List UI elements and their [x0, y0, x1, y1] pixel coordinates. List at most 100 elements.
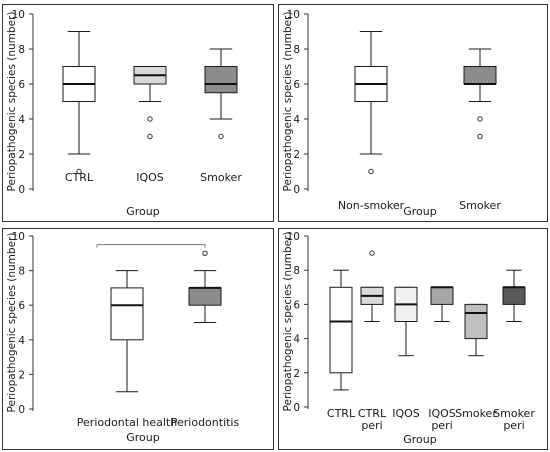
x-tick-label: Non-smoker	[338, 199, 405, 212]
outlier-point	[147, 116, 153, 122]
x-tick-label-line: Smoker	[200, 171, 242, 184]
x-tick-label-line: Smoker	[455, 407, 497, 420]
box-1	[329, 269, 353, 391]
x-tick-label-line: peri	[361, 419, 382, 432]
iqr-box	[502, 286, 526, 305]
iqr-box	[430, 286, 454, 305]
x-tick-label: Periodontitis	[171, 416, 240, 429]
x-tick-label: IQOS	[136, 171, 164, 184]
iqr-box	[204, 66, 238, 94]
box-2	[463, 48, 497, 140]
x-tick-label-line: peri	[503, 419, 524, 432]
x-tick-label-line: Non-smoker	[338, 199, 405, 212]
y-tick-label: 2	[293, 149, 300, 161]
x-axis-title: Group	[126, 205, 160, 218]
iqr-box	[463, 66, 497, 85]
outlier-point	[218, 133, 224, 140]
panel-frame	[2, 228, 274, 450]
box-6	[502, 269, 526, 322]
outlier-point	[202, 250, 208, 257]
y-tick-label: 4	[293, 334, 300, 346]
x-tick-label-line: CTRL	[327, 407, 356, 420]
y-axis-title: Periopathogenic species (number)	[6, 12, 18, 192]
box-1	[62, 31, 96, 175]
y-tick-label: 8	[293, 44, 300, 56]
x-tick-label-line: Periodontitis	[171, 416, 240, 429]
x-tick-label-line: IQOS	[428, 407, 456, 420]
y-axis-title: Periopathogenic species (number)	[282, 12, 294, 192]
iqr-box	[329, 286, 353, 374]
outlier-point	[369, 250, 375, 256]
x-axis-title: Group	[403, 205, 437, 218]
y-tick-label: 4	[293, 114, 300, 126]
y-tick-label: 10	[287, 231, 300, 243]
x-tick-label-line: Smoker	[493, 407, 535, 420]
x-axis-title: Group	[403, 433, 437, 446]
x-tick-label-line: CTRL	[358, 407, 387, 420]
x-tick-label: Smoker peri	[493, 407, 535, 432]
y-tick-label: 10	[12, 9, 25, 21]
y-axis-title: Periopathogenic species (number)	[282, 232, 294, 412]
y-tick-label: 6	[18, 300, 25, 312]
box-3	[204, 48, 238, 140]
panel-frame	[278, 4, 548, 222]
box-1	[110, 270, 144, 393]
iqr-box	[188, 287, 222, 306]
iqr-box	[110, 287, 144, 341]
box-5	[464, 303, 488, 357]
x-tick-label: Smoker	[455, 407, 497, 420]
y-tick-label: 4	[18, 335, 25, 347]
iqr-box	[464, 303, 488, 340]
panel-frame	[2, 4, 274, 222]
x-tick-label: CTRL	[65, 171, 94, 184]
y-tick-label: 0	[18, 404, 25, 416]
box-4	[430, 286, 454, 322]
outlier-point	[477, 116, 483, 122]
panel-frame	[278, 228, 548, 450]
y-tick-label: 8	[293, 265, 300, 277]
x-tick-label-line: Smoker	[459, 199, 501, 212]
significance-bracket	[96, 244, 206, 248]
y-tick-label: 2	[18, 369, 25, 381]
x-tick-label: Smoker	[459, 199, 501, 212]
x-tick-label-line: IQOS	[392, 407, 420, 420]
box-2	[133, 66, 167, 140]
x-tick-label: Periodontal health	[77, 416, 177, 429]
outlier-point	[368, 168, 374, 175]
outlier-point	[76, 168, 82, 175]
x-tick-label: CTRL	[327, 407, 356, 420]
y-tick-label: 0	[18, 184, 25, 196]
y-tick-label: 10	[287, 9, 300, 21]
y-tick-label: 0	[293, 184, 300, 196]
outlier-point	[147, 133, 153, 140]
x-tick-label-line: CTRL	[65, 171, 94, 184]
y-tick-label: 2	[18, 149, 25, 161]
y-axis-title: Periopathogenic species (number)	[6, 233, 18, 413]
y-tick-label: 4	[18, 114, 25, 126]
x-tick-label: IQOS	[392, 407, 420, 420]
y-tick-label: 10	[12, 231, 25, 243]
y-tick-label: 6	[293, 299, 300, 311]
y-tick-label: 6	[293, 79, 300, 91]
outlier-point	[477, 133, 483, 140]
box-3	[394, 286, 418, 357]
box-2	[188, 250, 222, 323]
y-tick-label: 2	[293, 368, 300, 380]
x-tick-label-line: IQOS	[136, 171, 164, 184]
x-axis-title: Group	[126, 431, 160, 444]
y-tick-label: 8	[18, 266, 25, 278]
x-tick-label: Smoker	[200, 171, 242, 184]
x-tick-label: CTRL peri	[358, 407, 387, 432]
y-tick-label: 6	[18, 79, 25, 91]
x-tick-label: IQOS peri	[428, 407, 456, 432]
box-1	[354, 31, 388, 175]
x-tick-label-line: peri	[431, 419, 452, 432]
box-2	[360, 250, 384, 322]
y-tick-label: 8	[18, 44, 25, 56]
x-tick-label-line: Periodontal health	[77, 416, 177, 429]
